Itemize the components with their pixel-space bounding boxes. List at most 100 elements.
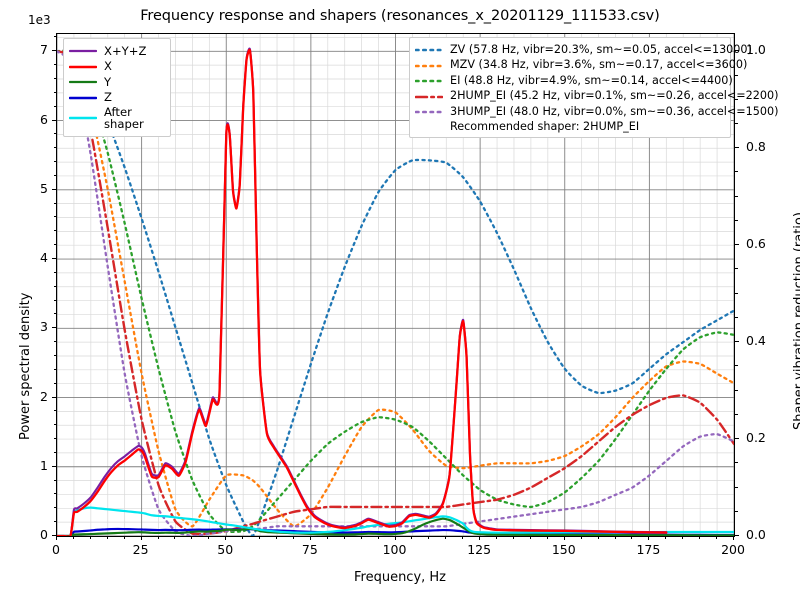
legend-item-2hump_ei: 2HUMP_EI (45.2 Hz, vibr=0.1%, sm~=0.26, … xyxy=(415,89,778,104)
y-tickmark-left-7 xyxy=(52,50,56,52)
y-tickmark-left-3 xyxy=(52,327,56,329)
y-tickmark-left-0 xyxy=(52,535,56,537)
x-minor-tickmark xyxy=(428,536,430,539)
x-minor-tickmark xyxy=(276,536,278,539)
legend-item-label: MZV (34.8 Hz, vibr=3.6%, sm~=0.17, accel… xyxy=(450,58,748,72)
y-minor-tickmark-right xyxy=(735,316,738,318)
legend-item-label: After shaper xyxy=(104,104,144,132)
legend-item-zv: ZV (57.8 Hz, vibr=20.3%, sm~=0.05, accel… xyxy=(415,43,752,58)
x-tick-100: 100 xyxy=(382,542,407,557)
y-minor-tickmark-left xyxy=(53,382,56,384)
legend-item-ei: EI (48.8 Hz, vibr=4.9%, sm~=0.14, accel<… xyxy=(415,74,733,89)
legend-item-label: X xyxy=(104,59,112,73)
legend-line-swatch-icon xyxy=(69,76,97,88)
legend-item-x: X xyxy=(69,59,164,74)
y-minor-tickmark-left xyxy=(53,521,56,523)
y-tickmark-left-2 xyxy=(52,396,56,398)
y-minor-tickmark-right xyxy=(735,123,738,124)
legend-line-swatch-icon xyxy=(69,45,97,57)
x-minor-tickmark xyxy=(597,536,599,539)
x-tickmark-200 xyxy=(733,536,735,540)
legend-line-swatch-icon xyxy=(415,91,443,103)
y-tickmark-right-0.0 xyxy=(735,535,739,537)
y-minor-tickmark-left xyxy=(53,244,56,246)
y-tick-right-1.0: 1.0 xyxy=(746,42,766,58)
y-minor-tickmark-left xyxy=(53,285,56,287)
y-minor-tickmark-left xyxy=(53,202,56,204)
y-minor-tickmark-left xyxy=(53,313,56,315)
y-minor-tickmark-right xyxy=(735,268,738,270)
x-tick-200: 200 xyxy=(721,542,745,557)
legend-line-swatch-icon xyxy=(415,60,443,72)
x-tick-25: 25 xyxy=(132,542,149,557)
y-minor-tickmark-left xyxy=(53,410,56,412)
x-minor-tickmark xyxy=(326,536,328,539)
y-minor-tickmark-left xyxy=(53,368,56,370)
legend-line-swatch-icon xyxy=(415,106,443,118)
y-tick-left-6: 6 xyxy=(40,111,48,127)
y-minor-tickmark-right xyxy=(735,462,738,464)
x-tick-0: 0 xyxy=(52,542,60,557)
y-tick-right-0.8: 0.8 xyxy=(746,139,766,155)
y-tick-left-7: 7 xyxy=(40,42,48,58)
y-minor-tickmark-right xyxy=(735,195,738,197)
page-title: Frequency response and shapers (resonanc… xyxy=(140,8,660,24)
y-minor-tickmark-left xyxy=(53,78,56,79)
y-minor-tickmark-left xyxy=(53,424,56,426)
legend-item-y: Y xyxy=(69,75,164,90)
y-axis-left-label: Power spectral density xyxy=(18,292,33,440)
legend-item-label: ZV (57.8 Hz, vibr=20.3%, sm~=0.05, accel… xyxy=(450,42,752,56)
legend-item-after-shaper: After shaper xyxy=(69,104,164,132)
x-minor-tickmark xyxy=(665,536,667,539)
y-tick-right-0.6: 0.6 xyxy=(746,236,766,252)
y-tick-right-0.0: 0.0 xyxy=(746,527,766,542)
x-minor-tickmark xyxy=(529,536,531,539)
y-minor-tickmark-right xyxy=(735,74,738,76)
x-tickmark-125 xyxy=(479,536,481,540)
y-minor-tickmark-left xyxy=(53,133,56,135)
x-minor-tickmark xyxy=(512,536,514,539)
legend-line-swatch-icon xyxy=(69,92,97,104)
y-tick-right-0.2: 0.2 xyxy=(746,430,766,446)
y-axis-right-label: Shaper vibration reduction (ratio) xyxy=(792,212,800,430)
y-minor-tickmark-left xyxy=(53,147,56,149)
y-tickmark-right-0.8 xyxy=(735,147,739,149)
x-minor-tickmark xyxy=(716,536,718,539)
y-minor-tickmark-left xyxy=(53,36,56,38)
shaper-legend: ZV (57.8 Hz, vibr=20.3%, sm~=0.05, accel… xyxy=(409,37,778,138)
y-tickmark-right-0.6 xyxy=(735,244,739,246)
y-tick-left-0: 0 xyxy=(40,527,48,542)
legend-item-x+y+z: X+Y+Z xyxy=(69,44,164,59)
y-minor-tickmark-left xyxy=(53,216,56,218)
y-minor-tickmark-left xyxy=(53,174,56,176)
x-minor-tickmark xyxy=(106,536,108,539)
x-minor-tickmark xyxy=(259,536,261,539)
y-minor-tickmark-left xyxy=(53,91,56,93)
x-minor-tickmark xyxy=(546,536,548,539)
legend-item-label: Y xyxy=(104,74,112,89)
x-minor-tickmark xyxy=(580,536,582,539)
y-tick-left-2: 2 xyxy=(40,388,48,404)
x-tick-50: 50 xyxy=(217,542,234,557)
y-tick-left-4: 4 xyxy=(40,250,48,266)
y-minor-tickmark-left xyxy=(53,451,56,453)
x-minor-tickmark xyxy=(89,536,91,539)
x-minor-tickmark xyxy=(242,536,244,539)
legend-item-z: Z xyxy=(69,90,164,105)
x-tickmark-0 xyxy=(56,536,58,540)
y-minor-tickmark-right xyxy=(735,413,738,415)
shaper-curves xyxy=(57,48,734,536)
y-minor-tickmark-left xyxy=(53,230,56,232)
x-tickmark-175 xyxy=(648,536,650,540)
y-minor-tickmark-right xyxy=(735,389,738,391)
x-minor-tickmark xyxy=(377,536,379,539)
y-tick-left-1: 1 xyxy=(40,457,48,473)
x-minor-tickmark xyxy=(72,536,74,539)
x-minor-tickmark xyxy=(445,536,447,539)
x-tickmark-25 xyxy=(140,536,142,540)
legend-line-swatch-icon xyxy=(69,112,97,124)
x-minor-tickmark xyxy=(682,536,684,539)
legend-item-label: 3HUMP_EI (48.0 Hz, vibr=0.0%, sm~=0.36, … xyxy=(450,104,779,118)
y-minor-tickmark-right xyxy=(735,365,738,367)
